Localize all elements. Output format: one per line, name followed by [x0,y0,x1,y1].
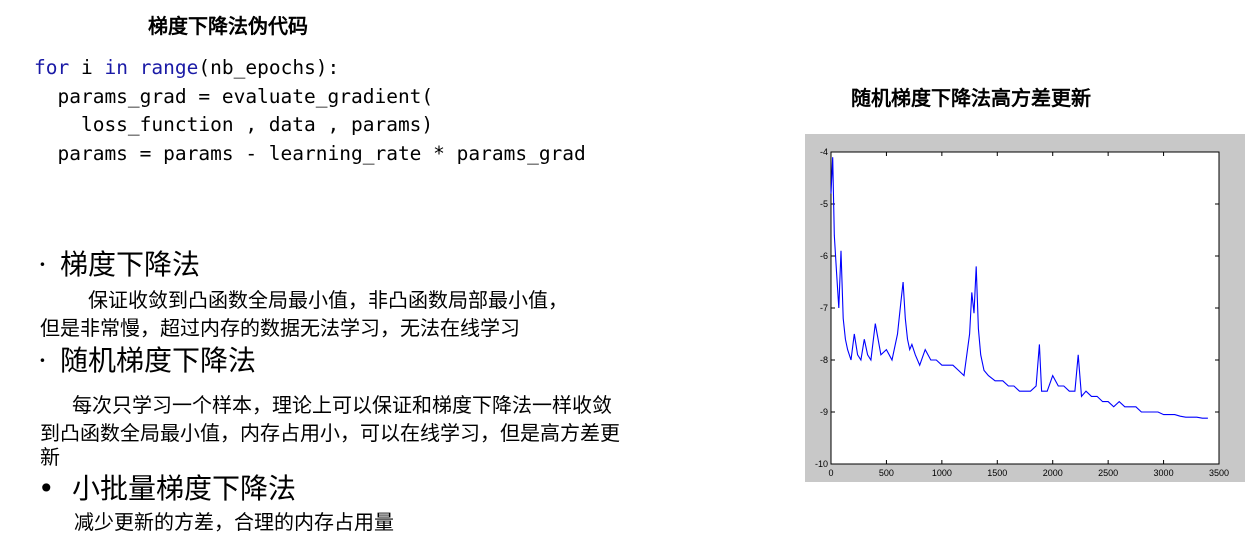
section-heading-text: 小批量梯度下降法 [72,472,297,505]
section-heading-sgd: · 随机梯度下降法 [38,344,256,378]
y-tick-label: -10 [815,459,828,469]
series-line [830,157,1208,419]
code-var-i: i [69,56,105,79]
y-tick-label: -8 [820,355,828,365]
x-tick-label: 3000 [1154,468,1174,478]
section-text-line: 到凸函数全局最小值，内存占用小，可以在线学习，但是高方差更 [40,421,620,445]
chart-title: 随机梯度下降法高方差更新 [851,86,1091,110]
y-tick-label: -5 [820,199,828,209]
code-keyword-in: in [104,56,128,79]
x-tick-label: 0 [828,468,833,478]
section-heading-text: 梯度下降法 [60,248,201,281]
section-heading-text: 随机梯度下降法 [60,344,257,377]
section-heading-mbgd: • 小批量梯度下降法 [38,472,296,506]
x-tick-label: 500 [879,468,894,478]
section-text-line: 新 [40,445,60,469]
code-line-1-rest: (nb_epochs): [198,56,340,79]
y-tick-label: -7 [820,303,828,313]
x-tick-label: 1000 [932,468,952,478]
section-text-line: 但是非常慢，超过内存的数据无法学习，无法在线学习 [40,316,520,340]
bullet-icon: · [38,248,47,281]
pseudocode-title: 梯度下降法伪代码 [148,14,308,38]
section-text-line: 减少更新的方差，合理的内存占用量 [74,510,394,534]
bullet-icon: · [38,344,47,377]
x-tick-label: 3500 [1209,468,1229,478]
y-tick-label: -6 [820,251,828,261]
x-tick-label: 1500 [987,468,1007,478]
bullet-icon: • [38,472,55,505]
code-line-3: loss_function , data , params) [34,113,434,136]
y-tick-label: -9 [820,407,828,417]
plot-area [830,151,1220,465]
chart-frame: 0 500 1000 1500 2000 2500 3000 3500 -4 -5 -6 -7 -8 -9… [805,134,1245,482]
code-keyword-range: range [127,56,199,79]
code-line-4: params = params - learning_rate * params… [34,141,586,165]
line-chart: 0 500 1000 1500 2000 2500 3000 3500 -4 -5 -6 -7 -8 -9… [815,147,1229,478]
section-heading-gd: · 梯度下降法 [38,248,200,282]
code-line-1: for i in range(nb_epochs): [34,54,586,83]
code-line-2: params_grad = evaluate_gradient( [34,84,434,108]
y-tick-label: -4 [820,147,828,157]
section-text-line: 保证收敛到凸函数全局最小值，非凸函数局部最小值， [88,288,568,312]
section-text-line: 每次只学习一个样本，理论上可以保证和梯度下降法一样收敛 [72,393,612,417]
pseudocode-block: for i in range(nb_epochs): params_grad =… [34,54,586,168]
x-tick-label: 2500 [1098,468,1118,478]
code-keyword-for: for [34,56,70,79]
x-tick-label: 2000 [1043,468,1063,478]
